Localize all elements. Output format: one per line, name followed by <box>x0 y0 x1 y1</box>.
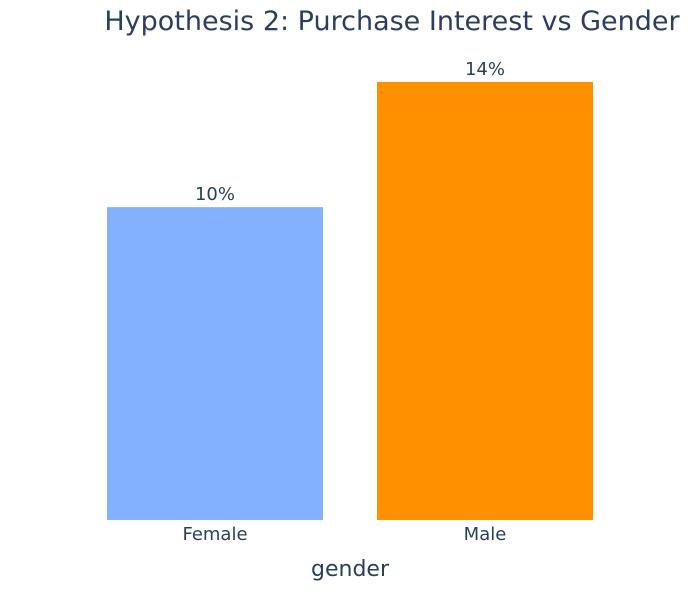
x-axis-title: gender <box>311 557 390 582</box>
x-tick-label-female: Female <box>182 524 247 545</box>
bar-male <box>377 82 593 520</box>
data-label-male: 14% <box>465 59 505 80</box>
data-label-female: 10% <box>195 184 235 205</box>
bar-female <box>107 207 323 520</box>
labels-layer: 10% 14% <box>195 59 505 205</box>
bars-layer <box>107 82 593 520</box>
x-ticks-layer: Female Male <box>182 524 506 545</box>
x-tick-label-male: Male <box>464 524 507 545</box>
chart-title: Hypothesis 2: Purchase Interest vs Gende… <box>104 6 680 37</box>
